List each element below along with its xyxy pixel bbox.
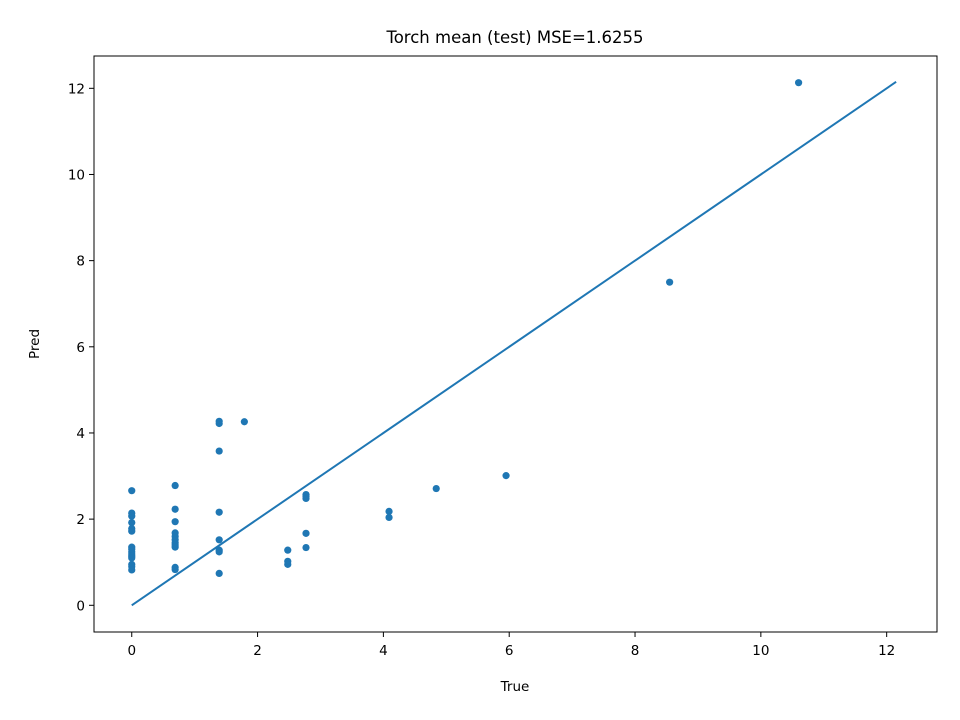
data-point bbox=[284, 546, 292, 554]
data-point bbox=[284, 560, 292, 568]
data-point bbox=[240, 418, 248, 426]
y-tick-label: 12 bbox=[68, 81, 85, 97]
data-point bbox=[128, 518, 136, 527]
data-point bbox=[302, 543, 310, 552]
data-point bbox=[666, 278, 674, 286]
identity-line bbox=[131, 81, 897, 607]
x-tick-label: 10 bbox=[752, 643, 769, 659]
data-point bbox=[432, 484, 440, 493]
x-axis-label: True bbox=[500, 679, 530, 695]
data-point bbox=[215, 447, 223, 455]
data-point bbox=[128, 487, 136, 495]
data-point bbox=[128, 512, 136, 520]
data-point bbox=[171, 565, 179, 574]
x-tick-label: 4 bbox=[379, 643, 388, 659]
data-point bbox=[795, 79, 803, 87]
data-point bbox=[171, 505, 179, 513]
data-point bbox=[128, 554, 136, 562]
y-tick-label: 8 bbox=[76, 254, 85, 270]
data-point bbox=[128, 566, 136, 574]
x-tick-label: 6 bbox=[505, 643, 514, 659]
data-point bbox=[215, 508, 223, 516]
y-axis: 0 2 4 6 8 10 12 bbox=[68, 81, 94, 614]
y-tick-label: 0 bbox=[76, 598, 85, 614]
data-point bbox=[502, 472, 510, 480]
y-tick-label: 4 bbox=[76, 426, 85, 442]
x-tick-label: 0 bbox=[127, 643, 136, 659]
data-point bbox=[302, 494, 310, 503]
data-point bbox=[171, 481, 179, 490]
y-tick-label: 6 bbox=[76, 340, 85, 356]
x-axis: 0 2 4 6 8 10 12 bbox=[127, 632, 895, 659]
data-point bbox=[385, 513, 393, 522]
plot-frame bbox=[93, 55, 938, 633]
y-tick-label: 2 bbox=[76, 512, 85, 528]
data-point bbox=[215, 548, 223, 556]
x-tick-label: 8 bbox=[631, 643, 640, 659]
y-tick-label: 10 bbox=[68, 167, 85, 183]
data-point bbox=[215, 569, 223, 578]
data-point bbox=[215, 419, 223, 428]
data-point bbox=[171, 518, 179, 526]
y-axis-label: Pred bbox=[27, 329, 43, 359]
x-tick-label: 2 bbox=[253, 643, 262, 659]
data-point bbox=[215, 536, 223, 544]
chart-title: Torch mean (test) MSE=1.6255 bbox=[385, 28, 643, 47]
data-point bbox=[171, 543, 179, 551]
data-point bbox=[385, 507, 393, 515]
x-tick-label: 12 bbox=[878, 643, 895, 659]
data-point bbox=[302, 529, 310, 537]
plot-area bbox=[128, 79, 897, 607]
data-point bbox=[128, 527, 136, 535]
